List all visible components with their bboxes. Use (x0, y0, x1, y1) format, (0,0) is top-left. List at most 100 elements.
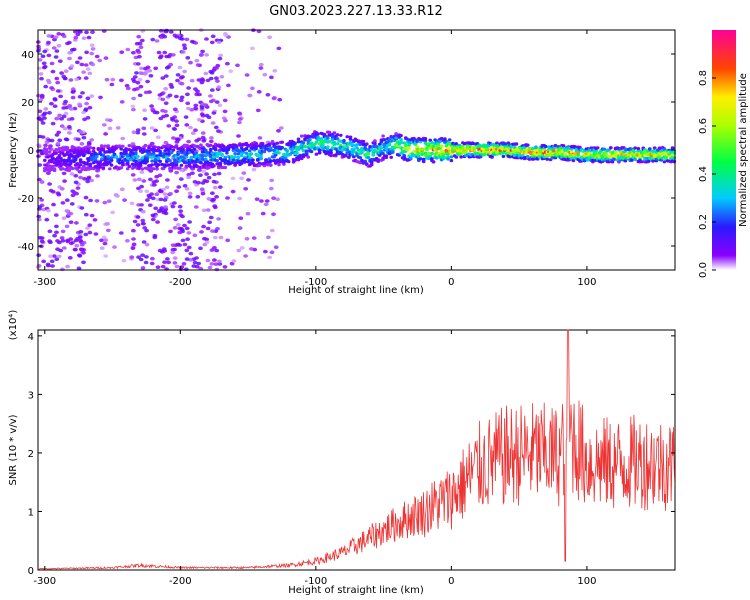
spectrogram-cell (214, 66, 219, 70)
spectrogram-cell (407, 143, 411, 147)
spectrogram-cell (114, 155, 119, 159)
spectrogram-cell (514, 142, 519, 146)
spectrogram-y-label: Frequency (Hz) (8, 112, 19, 188)
spectrogram-cell (54, 257, 60, 262)
spectrogram-cell (258, 62, 264, 67)
spectrogram-cell (335, 133, 340, 137)
x-tick-label: -300 (33, 277, 56, 288)
spectrogram-cell (190, 131, 196, 135)
spectrogram-cell (52, 104, 58, 108)
spectrogram-cell (369, 162, 374, 167)
spectrogram-cell (623, 147, 628, 151)
spectrogram-cell (50, 264, 55, 268)
spectrogram-cell (87, 71, 93, 76)
spectrogram-cell (103, 238, 109, 242)
spectrogram-cell (236, 248, 242, 253)
spectrogram-cell (51, 156, 55, 160)
spectrogram-cell (443, 156, 447, 160)
spectrogram-cell (109, 82, 115, 87)
spectrogram-cell (178, 76, 184, 80)
spectrogram-cell (404, 143, 408, 148)
spectrogram-cell (186, 106, 191, 111)
spectrogram-cell (89, 138, 95, 142)
spectrogram-cell (144, 189, 150, 194)
spectrogram-cell (130, 77, 136, 82)
spectrogram-cell (176, 185, 182, 189)
spectrogram-cell (420, 147, 424, 151)
spectrogram-cell (249, 247, 254, 251)
x-tick-label: 100 (577, 576, 596, 587)
spectrogram-cell (168, 30, 174, 34)
spectrogram-cell (547, 145, 551, 149)
spectrogram-cell (67, 56, 72, 61)
spectrogram-cell (249, 152, 254, 156)
spectrogram-cell (216, 129, 221, 133)
spectrogram-cell (150, 213, 156, 218)
spectrogram-cell (54, 148, 58, 152)
spectrogram-cell (65, 166, 70, 170)
spectrogram-cell (139, 184, 145, 189)
spectrogram-cell (233, 155, 237, 159)
spectrogram-cell (265, 93, 271, 97)
spectrogram-cell (217, 185, 223, 189)
spectrogram-cell (43, 84, 49, 89)
spectrogram-cell (247, 149, 252, 153)
spectrogram-cell (612, 157, 616, 161)
spectrogram-cell (225, 238, 231, 243)
spectrogram-cell (217, 259, 222, 264)
spectrogram-cell (81, 36, 87, 40)
spectrogram-cell (150, 37, 156, 42)
spectrogram-cell (262, 150, 267, 154)
spectrogram-cell (273, 161, 278, 165)
spectrogram-cell (131, 237, 136, 241)
spectrogram-cell (115, 194, 120, 198)
spectrogram-cell (212, 185, 218, 190)
spectrogram-cell (137, 158, 141, 162)
spectrogram-cell (54, 230, 59, 235)
spectrogram-cell (200, 131, 206, 135)
spectrogram-cell (70, 90, 76, 94)
spectrogram-cell (369, 160, 374, 164)
spectrogram-cell (363, 159, 368, 163)
spectrogram-cell (37, 134, 43, 139)
spectrogram-cell (77, 56, 83, 60)
spectrogram-cell (177, 204, 183, 209)
spectrogram-cell (101, 235, 107, 240)
spectrogram-cell (163, 163, 167, 167)
colorbar-ticks: 0.0 0.2 0.4 0.6 0.8 (698, 70, 716, 278)
spectrogram-cell (101, 147, 106, 151)
y-tick-label: 3 (28, 390, 34, 401)
spectrogram-cell (49, 86, 54, 90)
spectrogram-cell (163, 140, 169, 145)
spectrogram-cell (446, 157, 450, 161)
spectrogram-cell (145, 157, 149, 161)
spectrogram-cell (144, 242, 150, 247)
spectrogram-cell (321, 147, 325, 151)
spectrogram-cell (313, 146, 317, 151)
spectrogram-cell (136, 255, 142, 259)
spectrogram-cell (36, 116, 42, 121)
spectrogram-cell (57, 161, 62, 165)
spectrogram-cell (267, 255, 272, 260)
spectrogram-cell (87, 105, 93, 110)
spectrogram-cell (57, 59, 63, 63)
spectrogram-cell (163, 149, 167, 153)
spectrogram-cell (222, 98, 228, 103)
spectrogram-cell (204, 53, 210, 57)
spectrogram-cell (144, 255, 149, 259)
spectrogram-y-ticks: -40 -20 0 20 40 (18, 50, 675, 253)
spectrogram-cell (365, 142, 369, 146)
spectrogram-cell (75, 60, 80, 65)
spectrogram-cell (105, 228, 111, 233)
spectrogram-cell (269, 250, 275, 255)
spectrogram-cell (177, 65, 183, 70)
spectrogram-cell (131, 107, 136, 112)
spectrogram-cell (90, 62, 96, 67)
spectrogram-cell (81, 240, 87, 245)
spectrogram-cell (119, 166, 123, 170)
spectrogram-cell (231, 158, 236, 162)
spectrogram-cell (309, 150, 314, 154)
spectrogram-cell (345, 145, 350, 149)
spectrogram-cell (150, 107, 156, 112)
spectrogram-cell (162, 260, 168, 265)
